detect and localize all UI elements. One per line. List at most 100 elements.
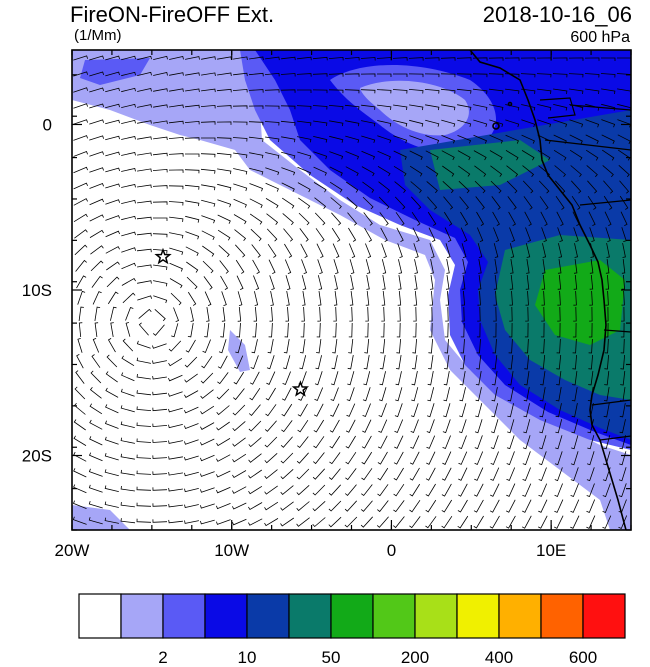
wind-barb <box>248 485 263 495</box>
wind-barb <box>507 387 514 402</box>
wind-barb <box>572 338 577 354</box>
wind-barb <box>552 73 568 78</box>
wind-barb <box>185 56 200 60</box>
wind-barb <box>137 120 152 124</box>
wind-barb <box>216 105 232 109</box>
wind-barb <box>328 484 341 496</box>
wind-barb <box>604 322 609 338</box>
wind-barb <box>603 403 610 418</box>
wind-barb <box>280 89 296 93</box>
wind-barb <box>106 354 118 368</box>
wind-barb <box>254 291 259 306</box>
wind-barb <box>92 338 100 353</box>
wind-barb <box>393 73 408 77</box>
wind-barb <box>328 56 344 61</box>
wind-barb <box>216 438 231 447</box>
wind-barb <box>77 338 83 353</box>
wind-barb <box>217 72 232 77</box>
colorbar <box>78 593 626 639</box>
wind-barb <box>268 322 273 338</box>
wind-barb <box>312 484 326 496</box>
wind-barb <box>328 500 342 512</box>
wind-barb <box>153 72 168 76</box>
wind-barb <box>105 103 120 109</box>
wind-barb <box>203 276 213 290</box>
wind-barb <box>505 134 519 144</box>
wind-barb <box>525 227 532 242</box>
wind-barb <box>378 419 388 433</box>
wind-barb <box>169 72 184 76</box>
wind-barb <box>110 306 117 321</box>
wind-barb <box>264 121 280 126</box>
wind-barb <box>459 196 469 210</box>
wind-barb <box>569 134 583 144</box>
wind-barb <box>603 180 614 194</box>
wind-barb <box>408 57 424 61</box>
wind-barb <box>397 243 403 258</box>
wind-barb <box>441 119 456 127</box>
wind-barb <box>248 72 264 77</box>
wind-barb <box>393 500 405 513</box>
wind-barb <box>621 290 625 306</box>
wind-barb <box>604 354 609 370</box>
wind-barb <box>393 165 407 177</box>
wind-barb <box>184 169 200 174</box>
wind-barb <box>490 467 500 481</box>
wind-barb <box>120 469 135 476</box>
wind-barb <box>312 517 326 528</box>
wind-barb <box>185 153 200 157</box>
wind-barb <box>236 322 241 338</box>
wind-barb <box>121 184 136 188</box>
wind-barb <box>409 104 424 111</box>
wind-barb <box>621 306 625 322</box>
wind-barb <box>444 338 449 354</box>
wind-barb <box>120 485 135 492</box>
wind-barb <box>474 419 483 434</box>
wind-barb <box>458 467 468 481</box>
wind-barb <box>428 355 434 370</box>
wind-barb <box>525 290 529 306</box>
wind-barb <box>409 451 420 465</box>
wind-barb <box>168 169 184 173</box>
wind-barb <box>523 196 533 210</box>
wind-barb <box>137 200 152 205</box>
wind-barb <box>573 290 577 306</box>
wind-barb <box>251 244 261 258</box>
wind-barb <box>365 259 371 274</box>
colorbar-label: 10 <box>238 648 257 667</box>
wind-barb <box>249 213 263 225</box>
wind-barb <box>508 354 514 370</box>
wind-barb <box>344 73 360 77</box>
wind-barb <box>89 71 104 77</box>
wind-barb <box>184 423 199 430</box>
wind-barb <box>505 88 520 94</box>
wind-barb <box>345 166 359 177</box>
wind-barb <box>168 201 184 206</box>
wind-barb <box>184 390 199 398</box>
wind-barb <box>168 503 183 508</box>
wind-barb <box>378 181 391 193</box>
wind-barb <box>521 104 536 111</box>
wind-barb <box>429 275 434 290</box>
wind-barb <box>107 291 119 305</box>
wind-barb <box>589 290 593 306</box>
wind-barb <box>424 89 440 94</box>
wind-barb <box>105 167 120 173</box>
wind-barb <box>349 306 353 322</box>
wind-barb <box>425 499 437 513</box>
wind-barb <box>361 451 373 465</box>
wind-barb <box>493 306 497 322</box>
wind-barb <box>317 306 321 322</box>
wind-barb <box>300 243 308 258</box>
wind-barb <box>136 502 152 507</box>
wind-barb <box>264 518 279 527</box>
colorbar-box <box>498 593 542 639</box>
wind-barb <box>204 323 210 338</box>
wind-barb <box>312 89 328 94</box>
wind-barb <box>442 435 451 450</box>
wind-barb <box>507 419 515 434</box>
wind-barb <box>329 419 340 433</box>
wind-barb <box>264 105 280 110</box>
colorbar-label: 600 <box>569 648 597 667</box>
wind-barb <box>427 211 437 226</box>
